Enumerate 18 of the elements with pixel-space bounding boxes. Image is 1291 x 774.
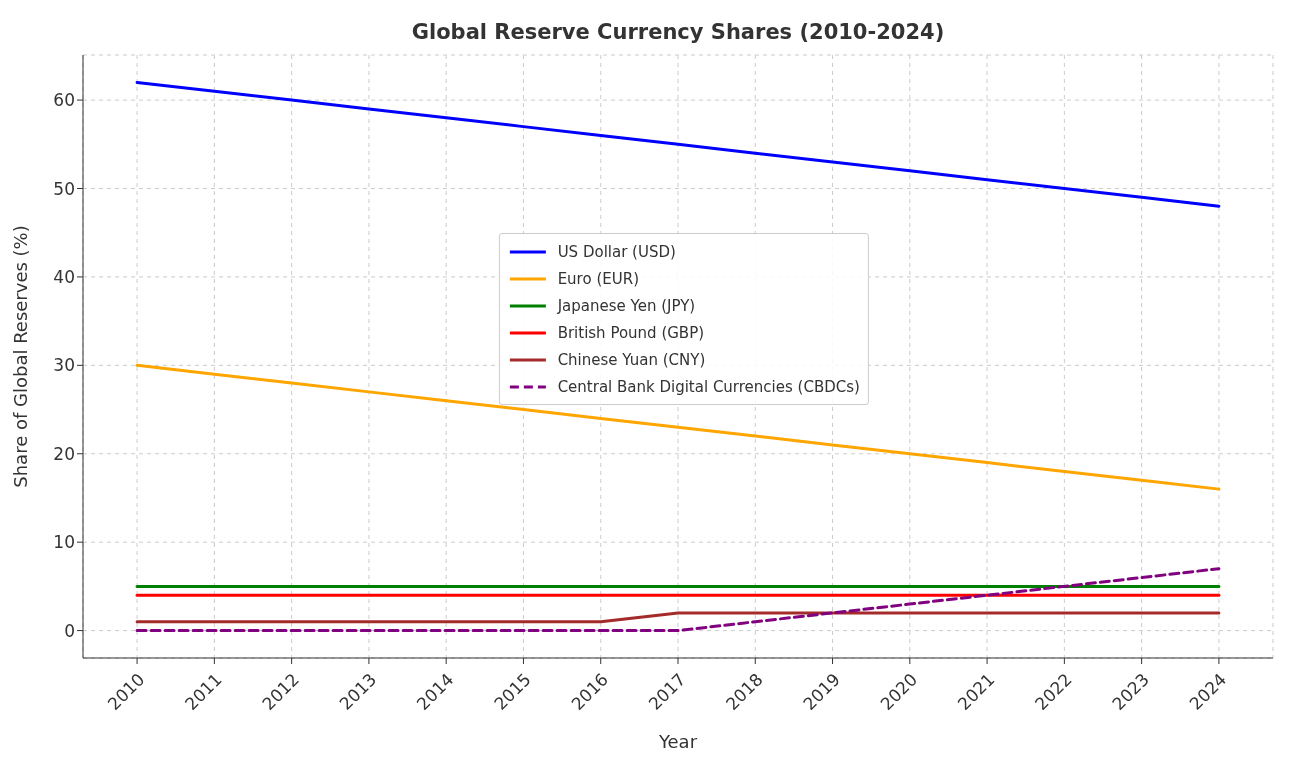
y-tick-label: 20: [53, 443, 75, 464]
x-axis-title: Year: [657, 731, 698, 752]
chart-title: Global Reserve Currency Shares (2010-2024): [410, 20, 946, 44]
legend-label: Euro (EUR): [557, 269, 639, 288]
y-axis-title: Share of Global Reserves (%): [10, 225, 32, 488]
y-tick-label: 50: [53, 178, 75, 199]
y-tick-label: 60: [53, 90, 75, 111]
legend-label: Chinese Yuan (CNY): [557, 350, 706, 369]
y-tick-label: 10: [53, 532, 75, 553]
legend-label: US Dollar (USD): [557, 242, 676, 261]
y-tick-label: 40: [53, 266, 75, 287]
legend-label: British Pound (GBP): [557, 323, 705, 342]
legend-label: Central Bank Digital Currencies (CBDCs): [557, 377, 860, 396]
legend-label: Japanese Yen (JPY): [557, 296, 696, 315]
y-tick-label: 30: [53, 355, 75, 376]
line-series: [135, 567, 1221, 633]
line-series: [135, 80, 1221, 208]
y-tick-label: 0: [64, 620, 75, 641]
